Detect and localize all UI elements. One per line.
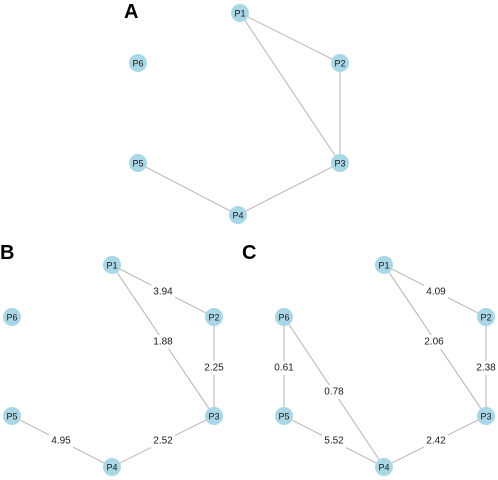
node-label: P4 (106, 463, 117, 473)
edge-weight-p2-p3: 2.38 (476, 363, 496, 374)
edge-p1-p2 (247, 16, 333, 60)
node-p4: P4 (229, 206, 247, 224)
edge-weight-p1-p2: 4.09 (426, 287, 446, 298)
node-label: P4 (378, 463, 389, 473)
node-label: P1 (234, 9, 245, 19)
panel-a: A P1 P2 P3 P4 P5 P6 (124, 1, 349, 224)
node-p6: P6 (275, 308, 293, 326)
node-p5: P5 (129, 154, 147, 172)
node-label: P6 (132, 59, 143, 69)
edge-weight-p1-p3: 2.06 (424, 337, 444, 348)
node-circle (205, 407, 223, 425)
edge-weight-background (322, 385, 346, 399)
node-circle (3, 407, 21, 425)
node-p1: P1 (231, 4, 249, 22)
node-label: P3 (208, 412, 219, 422)
node-circle (229, 206, 247, 224)
edge-weight-background (151, 434, 175, 448)
node-circle (331, 54, 349, 72)
edge-weight-p2-p3: 2.25 (204, 363, 224, 374)
node-p2: P2 (331, 54, 349, 72)
node-p3: P3 (331, 154, 349, 172)
node-circle (275, 308, 293, 326)
node-label: P5 (6, 412, 17, 422)
node-label: P6 (6, 313, 17, 323)
node-p6: P6 (129, 54, 147, 72)
edge-weight-p5-p6: 0.61 (274, 363, 294, 374)
node-label: P2 (480, 313, 491, 323)
edge-weight-p1-p2: 3.94 (153, 287, 173, 298)
edge-weight-p1-p3: 1.88 (153, 337, 173, 348)
node-circle (231, 4, 249, 22)
node-circle (375, 256, 393, 274)
panel-label: A (124, 1, 138, 23)
edge-weight-p3-p4: 2.42 (426, 436, 446, 447)
edge-weight-p4-p5: 4.95 (51, 436, 71, 447)
node-circle (477, 308, 495, 326)
node-circle (129, 54, 147, 72)
panel-c: C 4.09 2.06 2.38 2.42 5.52 0.78 0.61 P1 P2 P3 P4 P5 P… (242, 242, 498, 476)
node-circle (275, 407, 293, 425)
node-p2: P2 (205, 308, 223, 326)
node-circle (129, 154, 147, 172)
node-label: P3 (334, 159, 345, 169)
node-p1: P1 (375, 256, 393, 274)
edge-p1-p3 (244, 20, 336, 156)
node-label: P5 (278, 412, 289, 422)
node-p4: P4 (103, 458, 121, 476)
node-p6: P6 (3, 308, 21, 326)
edge-weight-background (322, 434, 346, 448)
node-circle (103, 458, 121, 476)
edge-weight-background (474, 361, 498, 375)
node-p3: P3 (477, 407, 495, 425)
node-circle (3, 308, 21, 326)
edge-weight-background (422, 335, 446, 349)
panel-label: B (0, 242, 14, 264)
node-p5: P5 (275, 407, 293, 425)
edge-weight-background (424, 434, 448, 448)
panel-b: B 3.94 1.88 2.25 2.52 4.95 P1 P2 P3 P4 P5 P6 (0, 242, 226, 476)
node-p4: P4 (375, 458, 393, 476)
edge-weight-background (151, 285, 175, 299)
edge-weight-background (272, 361, 296, 375)
node-p5: P5 (3, 407, 21, 425)
node-label: P4 (232, 211, 243, 221)
node-p3: P3 (205, 407, 223, 425)
node-label: P1 (378, 261, 389, 271)
edge-weight-background (202, 361, 226, 375)
edge-weight-background (49, 434, 73, 448)
node-circle (205, 308, 223, 326)
edge-weight-p4-p5: 5.52 (324, 436, 344, 447)
edge-weight-background (424, 285, 448, 299)
edge-weight-p3-p4: 2.52 (153, 436, 173, 447)
node-label: P3 (480, 412, 491, 422)
node-p2: P2 (477, 308, 495, 326)
edge-p3-p4 (245, 166, 333, 212)
edge-weight-background (151, 335, 175, 349)
panel-label: C (242, 242, 256, 264)
node-label: P2 (208, 313, 219, 323)
node-label: P2 (334, 59, 345, 69)
node-label: P1 (106, 261, 117, 271)
node-circle (331, 154, 349, 172)
node-circle (375, 458, 393, 476)
node-circle (103, 256, 121, 274)
node-label: P5 (132, 159, 143, 169)
node-circle (477, 407, 495, 425)
edge-weight-p4-p6: 0.78 (324, 387, 344, 398)
node-p1: P1 (103, 256, 121, 274)
edge-p4-p5 (145, 166, 231, 212)
node-label: P6 (278, 313, 289, 323)
